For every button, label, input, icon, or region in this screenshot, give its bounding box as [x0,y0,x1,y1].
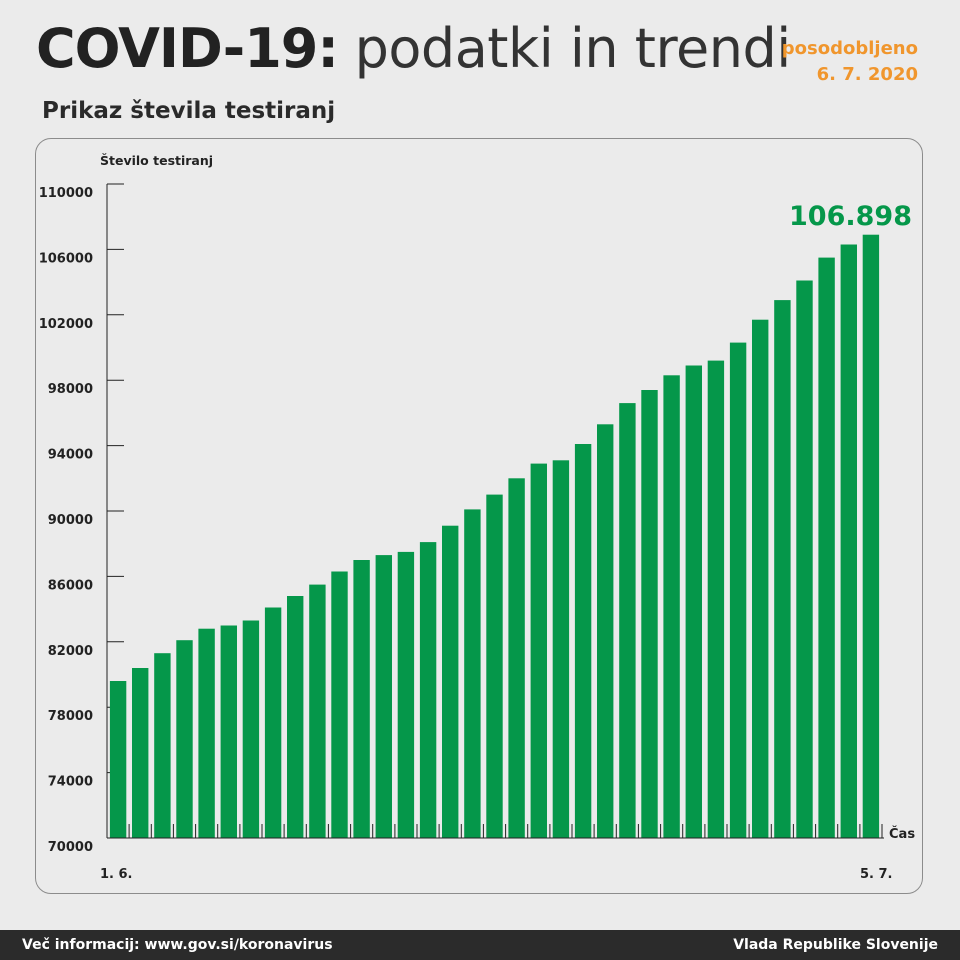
title: COVID-19: podatki in trendi [36,22,791,76]
y-tick-label: 94000 [48,448,93,463]
bar [353,560,370,838]
bar [154,653,171,838]
bar [464,509,481,838]
bar [641,390,658,838]
bar [752,319,769,838]
chart-panel [35,138,923,894]
bar [508,478,525,838]
bar [198,628,215,838]
bar [552,460,570,838]
y-tick-label: 106000 [39,251,93,266]
bar [287,596,304,838]
bar [486,494,503,838]
updated-stamp: posodobljeno 6. 7. 2020 [782,36,918,88]
y-tick-label: 78000 [48,709,93,724]
bar [796,280,813,838]
bar [331,571,348,838]
x-axis-title: Čas [889,826,915,842]
title-light: podatki in trendi [337,17,792,80]
bar [818,257,835,839]
bar [729,342,747,838]
bar [597,424,614,838]
updated-label: posodobljeno [781,38,918,59]
y-tick-label: 98000 [48,382,93,397]
x-end-label: 5. 7. [860,867,893,882]
bar [375,555,392,838]
highlight-value-label: 106.898 [789,201,912,232]
title-bold: COVID-19: [36,17,339,80]
bar [309,584,326,838]
bar [220,625,237,838]
subtitle: Prikaz števila testiranj [42,98,336,124]
footer-credit: Vlada Republike Slovenije [733,937,938,953]
bar [530,463,547,838]
x-start-label: 1. 6. [100,867,133,882]
bar [774,300,791,839]
y-tick-label: 70000 [48,840,93,855]
y-tick-label: 74000 [48,775,93,790]
footer-info-link[interactable]: Več informacij: www.gov.si/koronavirus [22,937,333,953]
updated-date: 6. 7. 2020 [816,64,918,85]
y-tick-label: 82000 [48,644,93,659]
bar [707,360,725,838]
bar [442,525,459,838]
bar [264,607,282,838]
bar [574,444,592,838]
bar [132,668,149,838]
footer: Več informacij: www.gov.si/koronavirus V… [0,930,960,960]
bar [176,640,193,838]
y-tick-label: 86000 [48,578,93,593]
y-tick-label: 102000 [39,317,93,332]
bar [419,542,437,838]
bar [619,403,636,838]
bar [685,365,702,838]
bar [840,244,857,838]
bar [397,551,415,838]
bar [862,234,880,838]
y-tick-label: 90000 [48,513,93,528]
bar [242,620,260,838]
y-axis-title: Število testiranj [100,153,213,168]
bar [663,375,680,838]
bar [109,681,127,838]
y-tick-label: 110000 [39,186,93,201]
